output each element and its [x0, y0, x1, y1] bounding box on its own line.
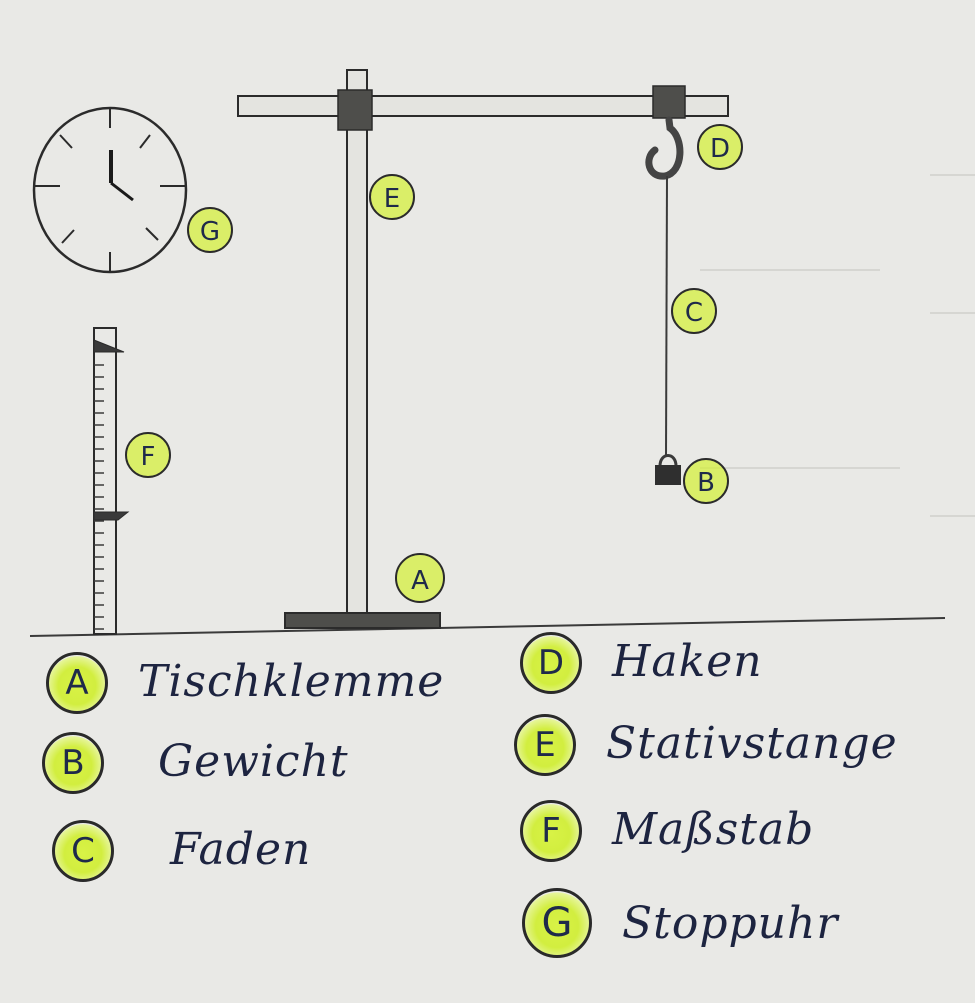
label-b-text: B: [697, 468, 715, 498]
label-a: A: [395, 553, 445, 603]
legend-label: Tischklemme: [138, 656, 445, 707]
ruler-ticks: [94, 364, 104, 630]
legend-label: Haken: [612, 636, 763, 687]
label-g-text: G: [200, 217, 220, 247]
legend-letter: G: [522, 888, 592, 958]
legend-letter: E: [514, 714, 576, 776]
label-e-text: E: [384, 184, 400, 214]
legend-letter: A: [46, 652, 108, 714]
label-e: E: [369, 174, 415, 220]
legend-label: Stoppuhr: [622, 898, 839, 949]
legend-label: Stativstange: [606, 718, 898, 769]
legend-letter: C: [52, 820, 114, 882]
stand-rod: [284, 69, 441, 629]
label-c: C: [671, 288, 717, 334]
legend-label: Gewicht: [158, 736, 349, 787]
label-d-text: D: [710, 134, 730, 164]
label-b: B: [683, 458, 729, 504]
weight: [655, 454, 681, 485]
label-d: D: [697, 124, 743, 170]
ruler: [93, 327, 130, 635]
label-a-text: A: [411, 566, 429, 596]
legend-letter: D: [520, 632, 582, 694]
label-g: G: [187, 207, 233, 253]
stopwatch: [32, 106, 188, 274]
table-line: [29, 617, 946, 637]
cross-bar: [237, 85, 729, 131]
legend-label: Faden: [170, 824, 312, 875]
legend-letter: B: [42, 732, 104, 794]
label-f-text: F: [141, 442, 156, 472]
label-f: F: [125, 432, 171, 478]
legend-label: Maßstab: [612, 804, 815, 855]
legend-letter: F: [520, 800, 582, 862]
label-c-text: C: [685, 298, 703, 328]
hook: [645, 116, 684, 180]
thread: [665, 175, 668, 458]
notebook-lines: [700, 174, 975, 517]
